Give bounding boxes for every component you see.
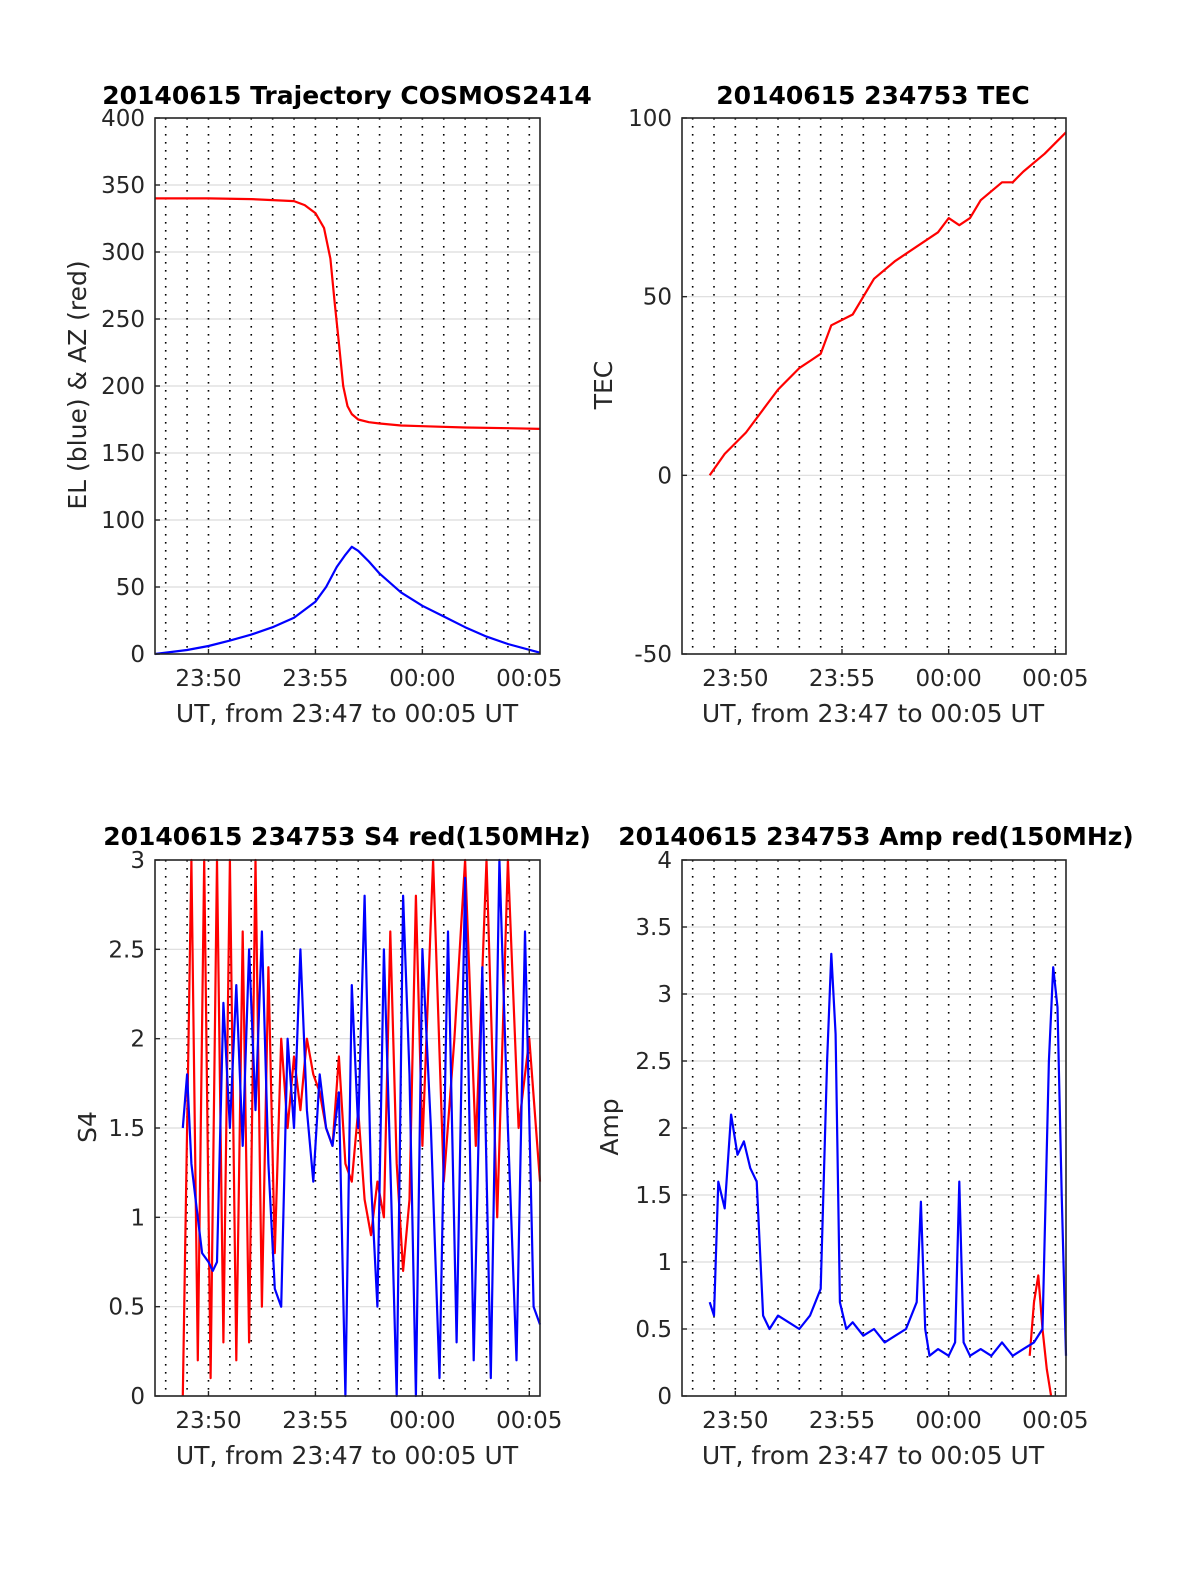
s4-ytick-label-5: 2.5 [108, 937, 145, 963]
panel-trajectory-xlabel: UT, from 23:47 to 00:05 UT [176, 699, 519, 728]
amp-xtick-label-1: 23:55 [809, 1408, 875, 1434]
amp-ytick-label-3: 1.5 [635, 1183, 672, 1209]
s4-series-1-line [181, 858, 542, 1398]
s4-xtick-label-1: 23:55 [282, 1408, 348, 1434]
panel-tec: 20140615 234753 TEC UT, from 23:47 to 00… [589, 81, 1088, 728]
tec-xtick-label-0: 23:50 [702, 666, 768, 692]
traj-xtick-label-2: 00:00 [389, 666, 455, 692]
traj-ytick-label-2: 100 [101, 508, 145, 534]
s4-ytick-label-0: 0 [130, 1384, 145, 1410]
amp-xtick-label-3: 00:05 [1022, 1408, 1088, 1434]
panel-s4-title: 20140615 234753 S4 red(150MHz) [103, 822, 591, 851]
tec-ytick-label-0: -50 [634, 642, 672, 668]
panel-trajectory-ylabel: EL (blue) & AZ (red) [63, 260, 92, 509]
traj-xtick-label-1: 23:55 [282, 666, 348, 692]
traj-ytick-label-8: 400 [101, 106, 145, 132]
amp-ytick-label-1: 0.5 [635, 1317, 672, 1343]
tec-xtick-label-1: 23:55 [809, 666, 875, 692]
s4-ytick-label-2: 1 [130, 1205, 145, 1231]
amp-ytick-label-2: 1 [657, 1250, 672, 1276]
traj-series-1-line [154, 545, 541, 656]
amp-ytick-label-4: 2 [657, 1116, 672, 1142]
s4-xtick-label-0: 23:50 [175, 1408, 241, 1434]
traj-ytick-label-6: 300 [101, 240, 145, 266]
panel-tec-xlabel: UT, from 23:47 to 00:05 UT [702, 699, 1045, 728]
amp-series-1-line [708, 952, 1068, 1357]
traj-xtick-label-0: 23:50 [175, 666, 241, 692]
panel-trajectory-title: 20140615 Trajectory COSMOS2414 [102, 81, 592, 110]
traj-ytick-label-1: 50 [116, 575, 145, 601]
panel-trajectory: 20140615 Trajectory COSMOS2414 UT, from … [63, 81, 592, 728]
traj-series-0-line [155, 197, 541, 430]
amp-ytick-label-0: 0 [657, 1384, 672, 1410]
tec-plot-frame [681, 117, 1067, 655]
amp-ytick-label-6: 3 [657, 982, 672, 1008]
panel-tec-title: 20140615 234753 TEC [716, 81, 1029, 110]
amp-series-0-line [1028, 1274, 1053, 1397]
traj-ytick-label-5: 250 [101, 307, 145, 333]
traj-ytick-label-4: 200 [101, 374, 145, 400]
panel-amp: 20140615 234753 Amp red(150MHz) UT, from… [595, 822, 1134, 1470]
s4-ytick-label-1: 0.5 [108, 1295, 145, 1321]
traj-ytick-label-0: 0 [130, 642, 145, 668]
s4-xtick-label-2: 00:00 [389, 1408, 455, 1434]
panel-amp-title: 20140615 234753 Amp red(150MHz) [618, 822, 1134, 851]
s4-ytick-label-6: 3 [130, 848, 145, 874]
amp-xtick-label-0: 23:50 [702, 1408, 768, 1434]
tec-xtick-label-3: 00:05 [1022, 666, 1088, 692]
traj-xtick-label-3: 00:05 [496, 666, 562, 692]
s4-ytick-label-3: 1.5 [108, 1116, 145, 1142]
s4-xtick-label-3: 00:05 [496, 1408, 562, 1434]
panel-s4: 20140615 234753 S4 red(150MHz) UT, from … [73, 822, 591, 1470]
tec-ytick-label-3: 100 [628, 106, 672, 132]
amp-ytick-label-7: 3.5 [635, 915, 672, 941]
amp-ytick-label-5: 2.5 [635, 1049, 672, 1075]
tec-xtick-label-2: 00:00 [916, 666, 982, 692]
panel-s4-ylabel: S4 [73, 1111, 102, 1143]
tec-ytick-label-2: 50 [643, 285, 672, 311]
amp-ytick-label-8: 4 [657, 848, 672, 874]
panel-tec-ylabel: TEC [589, 361, 618, 411]
traj-ytick-label-7: 350 [101, 173, 145, 199]
panel-amp-xlabel: UT, from 23:47 to 00:05 UT [702, 1441, 1045, 1470]
s4-ytick-label-4: 2 [130, 1027, 145, 1053]
amp-xtick-label-2: 00:00 [916, 1408, 982, 1434]
traj-ytick-label-3: 150 [101, 441, 145, 467]
panel-s4-xlabel: UT, from 23:47 to 00:05 UT [176, 1441, 519, 1470]
tec-series-0-line [708, 131, 1067, 476]
tec-ytick-label-1: 0 [657, 463, 672, 489]
panel-amp-ylabel: Amp [595, 1098, 624, 1155]
s4-series-0-line [181, 858, 542, 1397]
